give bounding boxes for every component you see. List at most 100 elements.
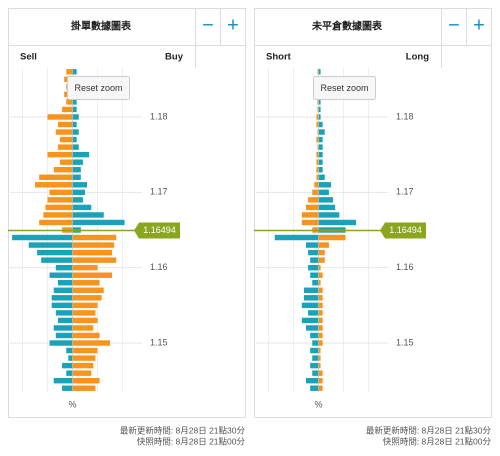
bar [306,242,319,248]
bar [317,69,319,75]
reset-zoom-label[interactable]: Reset zoom [74,83,122,93]
bar [310,362,319,369]
bar [72,347,98,354]
bar [53,377,73,384]
bar [72,234,117,241]
bar [317,144,319,150]
bar [72,182,88,188]
bar [72,174,81,180]
bar [66,347,73,354]
bar [37,249,73,256]
y-tick-label: 1.16 [150,262,168,272]
y-tick-label: 1.17 [396,187,414,197]
bar [318,99,321,105]
bar [318,385,323,391]
bar [310,347,319,354]
bar [53,325,73,331]
current-price-box [134,222,180,239]
right-side-label: Buy [165,52,184,63]
bar [72,295,102,301]
left-side-label: Sell [20,52,37,63]
bar [274,234,319,241]
bar [303,295,319,301]
bar [318,325,323,331]
bar [316,136,319,143]
bar [47,114,73,120]
bar [72,204,92,211]
bar [72,189,85,196]
reset-zoom-button[interactable] [67,76,130,100]
bar [318,204,336,211]
bar [72,355,96,361]
bar [312,355,319,361]
bar [301,219,319,226]
bar [62,106,73,113]
bar [72,370,92,376]
zoom-in-button[interactable]: + [227,14,239,36]
bar [43,212,73,218]
bar [66,99,73,105]
bar [310,385,319,391]
bar [47,197,73,203]
panel: 未平倉數據圖表 − + Short Long 1.15 1.16 1.17 1.18 1.1649… [254,8,492,446]
bar [317,129,319,135]
bar [310,257,319,263]
panel: 掛單數據圖表 − + Sell Buy 1.15 1.16 1.17 1.18 1.16494 Re… [8,8,246,446]
zoom-out-button[interactable]: − [202,14,214,36]
x-axis-label: % [68,399,76,409]
bar [60,159,73,165]
bar [317,99,319,105]
bar [312,280,319,286]
bar [47,151,73,158]
bar [318,106,321,113]
y-tick-label: 1.18 [396,111,414,121]
bar [53,167,73,173]
bar [49,189,73,196]
bar [72,69,77,75]
bar [318,69,321,75]
bar [57,280,73,286]
bar [72,264,98,271]
reset-zoom-button[interactable] [313,76,376,100]
panel-title: 掛單數據圖表 [71,20,132,33]
bar [72,99,77,105]
bar [316,174,319,180]
bar [55,264,73,271]
bar [318,182,331,188]
current-price-box [380,222,426,239]
bar [318,174,325,180]
bar [66,69,73,75]
bar [318,219,356,226]
bar [72,212,104,218]
bar [72,136,77,143]
bar [55,332,73,339]
zoom-out-button[interactable]: − [448,14,460,36]
bar [318,347,321,354]
reset-zoom-label[interactable]: Reset zoom [320,83,368,93]
bar [316,114,319,120]
bar [301,317,319,324]
bar [72,310,96,316]
zoom-in-button[interactable]: + [473,14,485,36]
bar [60,136,73,143]
bar [318,159,323,165]
y-tick-label: 1.15 [150,337,168,347]
updated-time: 最新更新時間: 8月28日 21點30分 [366,425,492,435]
bar [72,151,90,158]
bar [308,264,319,271]
current-price-label: 1.16494 [389,225,422,235]
bar [303,287,319,293]
bar [51,295,73,301]
bar [318,114,321,120]
bar [318,249,325,256]
bar [72,287,104,293]
y-tick-label: 1.17 [150,187,168,197]
bar [66,370,73,376]
bar [318,362,321,369]
bar [72,197,83,203]
bar [49,340,73,346]
bar [318,280,321,286]
bar [318,302,323,309]
bar [72,272,113,278]
